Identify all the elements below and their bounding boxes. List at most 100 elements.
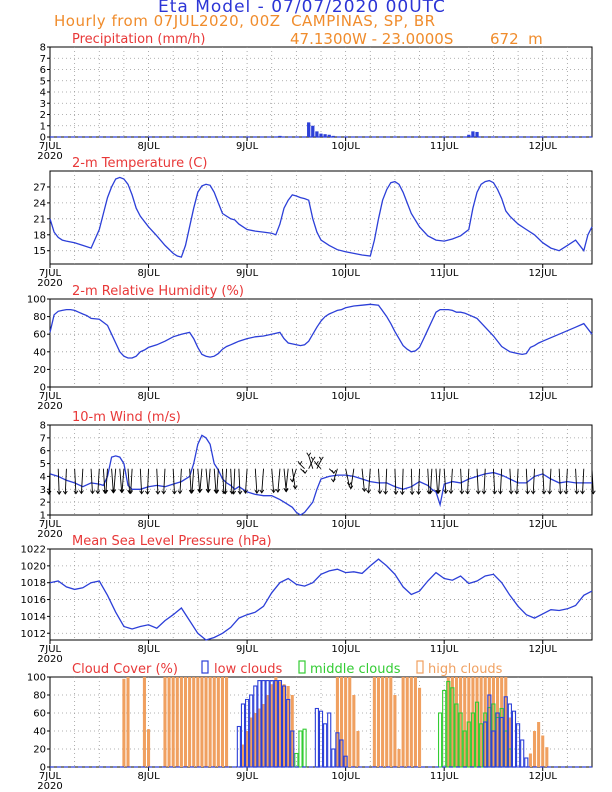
wind-barb-head xyxy=(393,490,399,495)
humidity-ytick-label: 60 xyxy=(33,330,46,341)
wind-barb xyxy=(64,468,67,494)
temperature-xtick-label: 8JUL xyxy=(137,268,160,279)
wind-barb xyxy=(450,468,453,494)
wind-barb-head xyxy=(95,490,101,495)
humidity-title: 2-m Relative Humidity (%) xyxy=(72,284,244,299)
wind-barb-head xyxy=(416,490,421,495)
humidity-xtick-label: 12JUL xyxy=(528,391,557,402)
cloud-bar-low xyxy=(507,703,512,768)
cloud-bar-middle xyxy=(302,728,307,768)
wind-barb-head xyxy=(590,490,596,495)
cloud-bar-high xyxy=(188,677,192,767)
wind-barb-head xyxy=(508,490,514,495)
cloud-bar-middle xyxy=(294,752,299,768)
wind-barb xyxy=(127,468,131,494)
wind-barb-head xyxy=(331,469,337,475)
wind-barb-head xyxy=(580,490,585,495)
wind-barb-head xyxy=(197,488,203,493)
precip-bar xyxy=(319,133,323,137)
wind-barb-head xyxy=(139,490,144,495)
humidity-xtick-label: 7JUL xyxy=(39,391,62,402)
wind-barb-head xyxy=(574,490,580,495)
wind-barb xyxy=(245,468,248,494)
cloud-bar-high xyxy=(356,731,360,767)
wind-barb xyxy=(345,468,350,486)
wind-barb xyxy=(48,468,51,495)
wind-barb xyxy=(483,468,486,494)
cloud-bar-high xyxy=(274,677,278,767)
wind-barb xyxy=(332,468,338,482)
temperature-xtick-label: 11JUL xyxy=(430,268,459,279)
wind-barb xyxy=(368,468,371,493)
wind-xtick-label: 9JUL xyxy=(236,519,259,530)
cloud-bar-low xyxy=(323,723,328,768)
cloud-legend-high-swatch xyxy=(416,660,424,674)
cloud-bar-high xyxy=(245,731,249,767)
station-elevation: 672 m xyxy=(490,30,543,48)
wind-ytick-label: 5 xyxy=(40,459,46,470)
wind-barb xyxy=(199,468,203,493)
cloud-cover-xtick-label: 12JUL xyxy=(528,771,557,782)
wind-barb-head xyxy=(318,456,324,461)
wind-ytick-label: 6 xyxy=(40,446,46,457)
precip-bar xyxy=(315,131,319,137)
cloud-legend-mid: middle clouds xyxy=(310,662,401,677)
wind-barb xyxy=(493,468,496,494)
cloud-bar-high xyxy=(241,744,245,767)
wind-barb-head xyxy=(348,485,354,490)
humidity-ytick-label: 80 xyxy=(33,312,46,323)
pressure-frame xyxy=(49,548,593,641)
cloud-bar-high xyxy=(335,677,339,767)
wind-barb xyxy=(361,468,365,492)
wind-xtick-label: 7JUL xyxy=(39,519,62,530)
pressure-ytick-label: 1016 xyxy=(21,595,46,606)
wind-barb-head xyxy=(547,490,553,495)
cloud-bar-high xyxy=(200,677,204,767)
cloud-bar-low xyxy=(331,748,336,768)
cloud-bar-middle xyxy=(466,721,471,768)
wind-barb xyxy=(207,468,211,493)
wind-ytick-label: 4 xyxy=(40,472,46,483)
cloud-cover-xtick-label: 7JUL xyxy=(39,771,62,782)
precipitation-xtick-label: 8JUL xyxy=(137,141,160,152)
cloud-bar-high xyxy=(528,753,532,767)
cloud-bar-high xyxy=(385,677,389,767)
wind-barb xyxy=(216,468,219,494)
wind-barb xyxy=(291,468,296,489)
cloud-bar-high xyxy=(261,704,266,767)
humidity-ytick-label: 40 xyxy=(33,347,46,358)
temperature-ytick-label: 21 xyxy=(33,214,46,225)
cloud-bar-high xyxy=(409,677,413,767)
precipitation-ytick-label: 5 xyxy=(40,76,46,87)
cloud-bar-high xyxy=(192,677,196,767)
wind-barb xyxy=(308,455,314,469)
wind-barb xyxy=(113,468,117,493)
wind-barb-head xyxy=(459,490,465,495)
cloud-bar-high xyxy=(344,677,348,767)
cloud-bar-high xyxy=(183,677,188,767)
pressure-ytick-label: 1012 xyxy=(21,629,46,640)
wind-barb-head xyxy=(237,490,243,495)
wind-xtick-label: 8JUL xyxy=(137,519,160,530)
cloud-bar-high xyxy=(496,677,500,767)
pressure-xtick-label: 8JUL xyxy=(137,644,160,655)
cloud-bar-low xyxy=(327,712,332,768)
wind-barb-head xyxy=(448,490,454,495)
cloud-bar-middle xyxy=(479,723,484,768)
wind-ytick-label: 1 xyxy=(40,511,46,522)
pressure-xtick-label: 10JUL xyxy=(331,644,360,655)
cloud-bar-high xyxy=(504,677,508,767)
cloud-bar-high xyxy=(487,677,491,767)
humidity-xtick-year: 2020 xyxy=(37,401,62,412)
wind-barb-head xyxy=(119,489,125,494)
wind-ytick-label: 2 xyxy=(40,498,46,509)
cloud-bar-high xyxy=(282,684,286,767)
wind-barb xyxy=(316,463,322,470)
precip-bar xyxy=(323,134,327,137)
cloud-bar-low xyxy=(511,710,517,768)
cloud-bar-high xyxy=(122,678,126,767)
wind-barb-head xyxy=(271,489,277,494)
humidity-ytick-label: 20 xyxy=(33,365,46,376)
cloud-bar-high xyxy=(179,677,183,767)
